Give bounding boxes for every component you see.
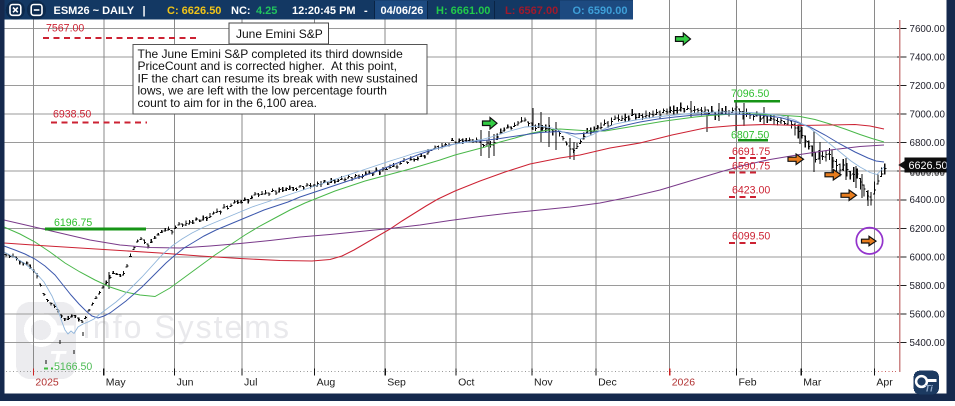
svg-text:June Emini S&P: June Emini S&P: [236, 27, 323, 41]
svg-text:7400.00: 7400.00: [910, 52, 946, 63]
svg-text:5166.50: 5166.50: [54, 361, 92, 373]
svg-text:ESM26 ~ DAILY: ESM26 ~ DAILY: [54, 5, 135, 17]
svg-text:6626.50: 6626.50: [909, 160, 948, 172]
svg-text:7567.00: 7567.00: [46, 23, 84, 35]
svg-text:6099.50: 6099.50: [732, 231, 770, 243]
svg-text:|: |: [143, 5, 146, 17]
svg-text:Dec: Dec: [598, 377, 617, 389]
svg-text:Jun: Jun: [177, 377, 194, 389]
svg-text:Ti: Ti: [925, 384, 934, 395]
svg-text:6800.00: 6800.00: [910, 138, 946, 149]
svg-text:5400.00: 5400.00: [910, 338, 946, 349]
svg-text:Oct: Oct: [458, 377, 474, 389]
svg-text:Nov: Nov: [534, 377, 553, 389]
svg-text:L: 6567.00: L: 6567.00: [505, 5, 558, 17]
svg-text:6423.00: 6423.00: [732, 185, 770, 197]
svg-text:C: 6626.50: C: 6626.50: [167, 5, 221, 17]
svg-text:6400.00: 6400.00: [910, 195, 946, 206]
svg-text:6200.00: 6200.00: [910, 224, 946, 235]
svg-text:12:20:45 PM: 12:20:45 PM: [292, 5, 356, 17]
svg-text:5800.00: 5800.00: [910, 281, 946, 292]
svg-text:Apr: Apr: [876, 377, 893, 389]
svg-text:2026: 2026: [672, 377, 696, 389]
svg-text:7000.00: 7000.00: [910, 110, 946, 121]
svg-text:O: 6590.00: O: 6590.00: [573, 5, 628, 17]
svg-text:7200.00: 7200.00: [910, 81, 946, 92]
svg-text:Sep: Sep: [387, 377, 406, 389]
svg-text:7096.50: 7096.50: [731, 88, 769, 100]
svg-text:count to aim for in the 6,100: count to aim for in the 6,100 area.: [138, 96, 317, 110]
svg-text:6590.75: 6590.75: [732, 161, 770, 173]
svg-text:6938.50: 6938.50: [53, 109, 91, 121]
svg-text:May: May: [106, 377, 127, 389]
svg-text:-: -: [364, 5, 368, 17]
svg-text:2025: 2025: [35, 377, 59, 389]
svg-text:7600.00: 7600.00: [910, 24, 946, 35]
svg-text:04/06/26: 04/06/26: [381, 5, 424, 17]
svg-text:6000.00: 6000.00: [910, 252, 946, 263]
svg-text:Mar: Mar: [803, 377, 822, 389]
svg-text:H: 6661.00: H: 6661.00: [436, 5, 490, 17]
svg-text:6196.75: 6196.75: [54, 217, 92, 229]
svg-text:6807.50: 6807.50: [731, 130, 769, 142]
svg-text:Jul: Jul: [244, 377, 257, 389]
svg-text:NC:: NC:: [231, 5, 251, 17]
svg-text:4.25: 4.25: [256, 5, 277, 17]
svg-text:Aug: Aug: [317, 377, 336, 389]
svg-text:5600.00: 5600.00: [910, 309, 946, 320]
svg-text:6691.75: 6691.75: [732, 146, 770, 158]
svg-text:Feb: Feb: [739, 377, 757, 389]
